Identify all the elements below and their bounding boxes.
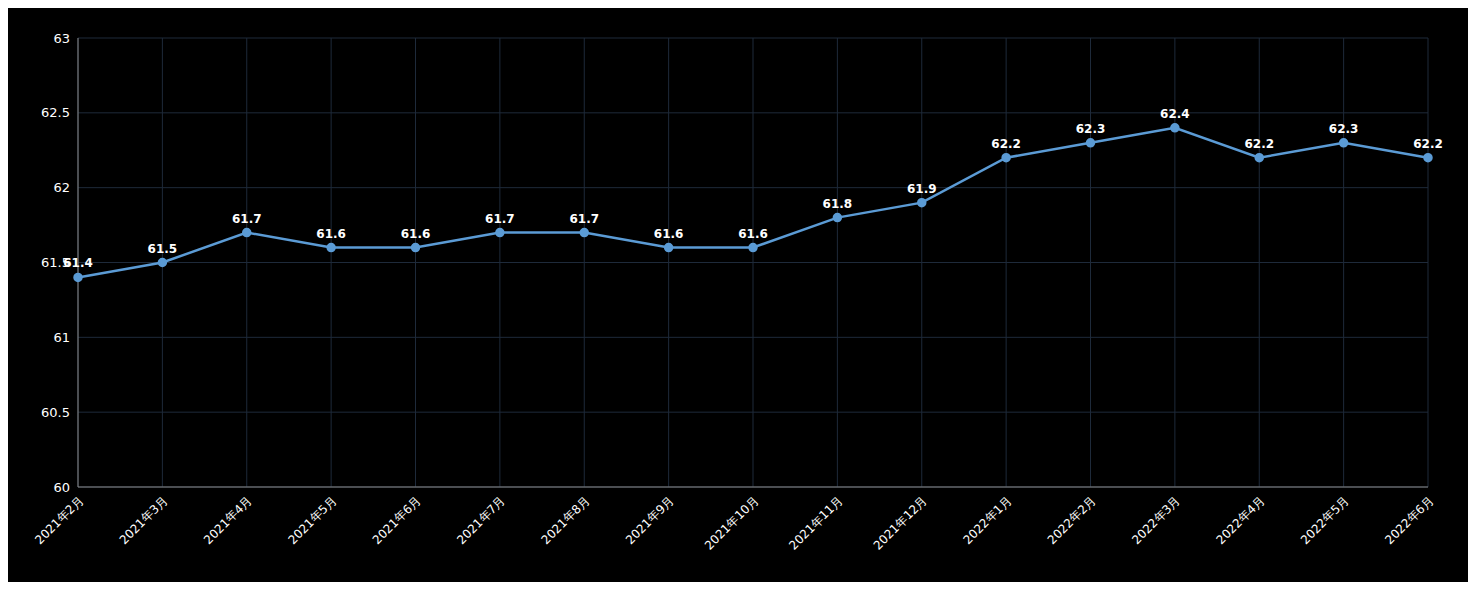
svg-text:61.5: 61.5 [148,242,178,256]
svg-text:61.6: 61.6 [654,227,684,241]
svg-text:62.4: 62.4 [1160,107,1190,121]
svg-text:61.7: 61.7 [232,212,262,226]
svg-text:2021年5月: 2021年5月 [285,493,339,547]
svg-text:61.7: 61.7 [569,212,599,226]
svg-text:63: 63 [53,31,70,46]
svg-text:2022年5月: 2022年5月 [1298,493,1352,547]
svg-text:61.6: 61.6 [738,227,768,241]
svg-text:61.4: 61.4 [63,256,93,270]
svg-text:2021年11月: 2021年11月 [786,493,845,552]
svg-text:61.7: 61.7 [485,212,515,226]
svg-text:2021年6月: 2021年6月 [370,493,424,547]
svg-text:2022年4月: 2022年4月 [1214,493,1268,547]
svg-text:61: 61 [53,330,70,345]
svg-text:2022年3月: 2022年3月 [1129,493,1183,547]
svg-text:2021年3月: 2021年3月 [117,493,171,547]
svg-text:62.2: 62.2 [991,137,1021,151]
svg-text:2022年2月: 2022年2月 [1045,493,1099,547]
svg-text:2022年6月: 2022年6月 [1382,493,1436,547]
svg-text:61.6: 61.6 [316,227,346,241]
svg-text:61.6: 61.6 [401,227,431,241]
svg-text:2022年1月: 2022年1月 [960,493,1014,547]
svg-text:2021年8月: 2021年8月 [539,493,593,547]
svg-text:60: 60 [53,480,70,495]
svg-text:62.3: 62.3 [1329,122,1359,136]
svg-text:2021年4月: 2021年4月 [201,493,255,547]
svg-text:62: 62 [53,180,70,195]
svg-text:2021年2月: 2021年2月 [32,493,86,547]
svg-text:62.2: 62.2 [1244,137,1274,151]
svg-text:2021年9月: 2021年9月 [623,493,677,547]
svg-text:61.9: 61.9 [907,182,937,196]
svg-text:61.5: 61.5 [41,255,70,271]
svg-text:62.2: 62.2 [1413,137,1443,151]
svg-text:62.3: 62.3 [1076,122,1106,136]
svg-text:2021年7月: 2021年7月 [454,493,508,547]
svg-text:61.8: 61.8 [823,197,853,211]
svg-text:2021年10月: 2021年10月 [702,493,761,552]
svg-text:2021年12月: 2021年12月 [871,493,930,552]
svg-text:60.5: 60.5 [41,405,70,420]
svg-text:62.5: 62.5 [41,105,70,120]
